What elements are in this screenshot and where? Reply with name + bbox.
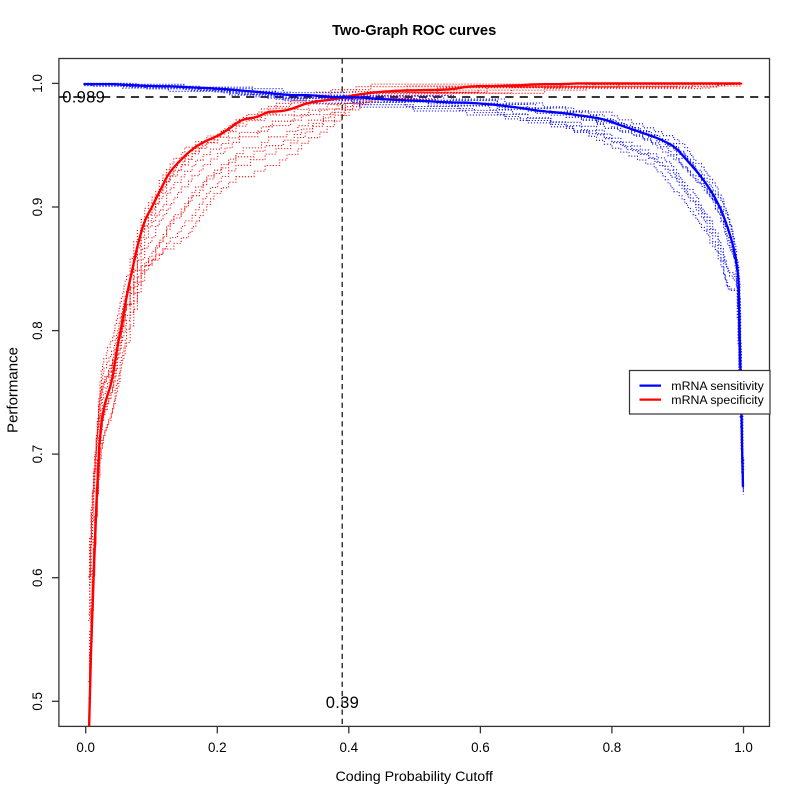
svg-text:0.0: 0.0 <box>76 740 95 755</box>
svg-text:Performance: Performance <box>5 347 22 433</box>
svg-text:0.5: 0.5 <box>30 692 45 711</box>
svg-text:0.39: 0.39 <box>326 694 359 712</box>
svg-text:mRNA sensitivity: mRNA sensitivity <box>671 379 764 393</box>
svg-text:Two-Graph ROC curves: Two-Graph ROC curves <box>332 23 496 39</box>
svg-text:mRNA specificity: mRNA specificity <box>671 393 764 407</box>
svg-text:0.8: 0.8 <box>603 740 622 755</box>
svg-text:0.9: 0.9 <box>30 198 45 217</box>
svg-text:0.7: 0.7 <box>30 445 45 464</box>
svg-text:1.0: 1.0 <box>30 74 45 93</box>
svg-text:Coding Probability Cutoff: Coding Probability Cutoff <box>336 769 493 785</box>
svg-text:0.989: 0.989 <box>62 89 105 107</box>
svg-text:0.8: 0.8 <box>30 321 45 340</box>
svg-text:0.6: 0.6 <box>471 740 490 755</box>
svg-text:0.4: 0.4 <box>339 740 358 755</box>
svg-text:0.2: 0.2 <box>208 740 227 755</box>
svg-text:0.6: 0.6 <box>30 568 45 587</box>
svg-text:1.0: 1.0 <box>734 740 753 755</box>
